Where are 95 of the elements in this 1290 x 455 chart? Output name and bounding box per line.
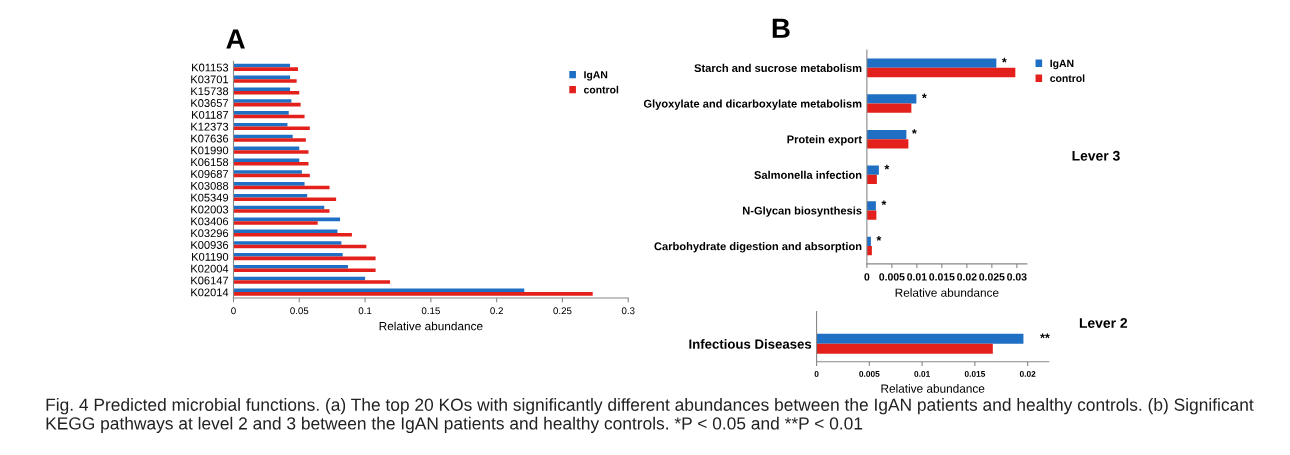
chart-title: A [226, 29, 245, 49]
bar [233, 292, 593, 296]
y-tick-label: K06147 [191, 276, 229, 285]
x-tick-label: 0.02 [957, 273, 977, 281]
x-tick-label: 0 [814, 370, 819, 377]
x-tick-label: 0.025 [979, 273, 1005, 281]
bar [233, 232, 352, 237]
y-tick-label: K15738 [191, 87, 229, 96]
x-tick-label: 0.015 [964, 370, 986, 377]
bar [233, 99, 292, 103]
x-tick-label: 0.03 [1007, 273, 1027, 281]
x-tick-label: 0 [864, 273, 870, 281]
bar [233, 138, 306, 142]
bar [233, 67, 298, 71]
y-tick-label: N-Glycan biosynthesis [742, 206, 862, 217]
bar [233, 280, 391, 284]
x-tick-label: 0.01 [907, 273, 927, 281]
bar [866, 94, 917, 104]
bar [233, 111, 289, 115]
legend-label: control [1050, 74, 1085, 83]
bar [866, 210, 877, 220]
y-tick-label: Salmonella infection [754, 170, 862, 179]
annotation: * [876, 236, 882, 241]
annotation: * [921, 93, 927, 99]
bar [866, 58, 997, 68]
y-tick-label: K12373 [191, 122, 229, 131]
bar [233, 253, 343, 257]
bar [233, 197, 337, 202]
x-tick-label: 0.005 [859, 370, 880, 377]
annotation: * [881, 200, 887, 206]
annotation: * [1001, 57, 1007, 63]
bar [233, 79, 297, 83]
bar [866, 103, 912, 113]
bar [233, 209, 330, 213]
bar [233, 87, 291, 91]
annotation: ** [1040, 333, 1050, 339]
bar [233, 158, 300, 162]
y-tick-label: K05349 [191, 193, 229, 202]
bar [866, 129, 907, 140]
y-tick-label: K06158 [191, 158, 229, 167]
y-tick-label: K09687 [191, 170, 229, 178]
bar [866, 67, 1016, 78]
bar [233, 91, 300, 95]
y-tick-label: K01190 [192, 252, 229, 261]
x-tick-label: 0.015 [929, 273, 955, 281]
x-tick-label: 0.005 [879, 273, 905, 281]
x-tick-label: 0.3 [621, 307, 635, 315]
y-tick-label: K02014 [191, 288, 229, 297]
x-tick-label: 0.01 [914, 370, 930, 377]
y-tick-label: K01187 [192, 110, 229, 119]
y-tick-label: K07636 [191, 134, 229, 143]
y-tick-label: K03296 [191, 229, 229, 238]
y-tick-label: K03406 [191, 217, 229, 226]
bar [233, 268, 376, 272]
text: Lever 2 [1079, 318, 1128, 328]
y-tick-label: Glyoxylate and dicarboxylate metabolism [643, 99, 862, 110]
y-tick-label: Starch and sucrose metabolism [694, 63, 862, 73]
y-tick-label: Infectious Diseases [689, 339, 812, 349]
x-axis-title: Relative abundance [379, 321, 483, 331]
bar [233, 161, 309, 166]
bar [233, 221, 318, 225]
legend-label: control [583, 85, 619, 94]
y-tick-label: K02004 [191, 264, 229, 273]
x-tick-label: 0.05 [290, 307, 309, 315]
x-tick-label: 0.2 [490, 307, 503, 315]
y-tick-label: K02003 [191, 205, 229, 214]
annotation: * [884, 164, 890, 170]
y-tick-label: K00936 [191, 241, 229, 249]
bar [233, 126, 310, 131]
y-tick-label: K03088 [191, 181, 229, 190]
y-tick-label: K03657 [191, 99, 229, 107]
bar [233, 170, 302, 174]
y-tick-label: K01153 [192, 63, 229, 72]
text: Lever 3 [1072, 150, 1120, 161]
annotation: * [911, 129, 917, 134]
legend-label: IgAN [1050, 59, 1074, 70]
bar [866, 139, 909, 149]
y-tick-label: Carbohydrate digestion and absorption [654, 242, 862, 253]
x-tick-label: 0 [231, 307, 236, 315]
bar [233, 150, 309, 154]
bar [233, 182, 305, 186]
x-tick-label: 0.15 [421, 307, 440, 315]
caption: Fig. 4 Predicted microbial functions. (a) The top 20 KOs with significantly different abundances between the IgAN patients and healthy controls. (b) Significant KEGG pathways at level 2 and 3 between the IgAN patients and healthy controls. *P < 0.05 and **P < 0.01 [46, 398, 1254, 434]
y-tick-label: Protein export [787, 135, 862, 146]
y-tick-label: K01990 [191, 146, 229, 155]
x-tick-label: 0.1 [358, 307, 372, 315]
x-tick-label: 0.02 [1019, 370, 1036, 377]
x-axis-title: Relative abundance [881, 384, 985, 393]
y-tick-label: K03701 [191, 75, 229, 84]
bar [233, 229, 338, 233]
bar [233, 241, 342, 245]
x-tick-label: 0.25 [553, 307, 572, 315]
x-axis-title: Relative abundance [895, 288, 999, 297]
legend-label: IgAN [584, 71, 608, 81]
chart-title: B [772, 18, 790, 38]
